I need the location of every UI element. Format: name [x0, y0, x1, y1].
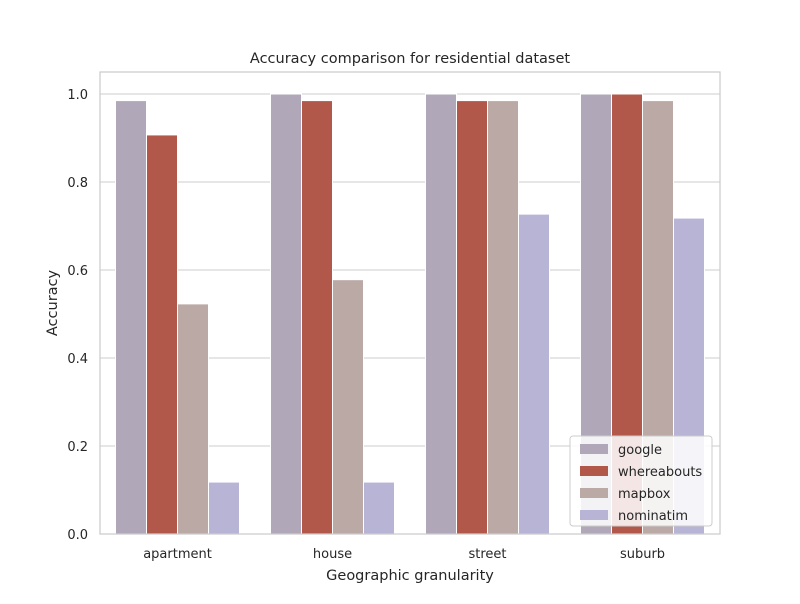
chart-title: Accuracy comparison for residential data… — [250, 51, 570, 67]
legend-swatch-google — [580, 444, 608, 454]
bar-mapbox-house — [332, 279, 364, 535]
bar-whereabouts-street — [456, 100, 488, 535]
legend-label-mapbox: mapbox — [618, 487, 671, 502]
legend-box — [569, 435, 713, 527]
legend-swatch-nominatim — [580, 510, 608, 520]
bar-whereabouts-apartment — [146, 134, 178, 535]
x-tick-label: apartment — [143, 547, 212, 562]
bar-google-apartment — [115, 100, 147, 535]
y-axis-label: Accuracy — [45, 269, 61, 336]
y-tick-label: 0.6 — [67, 264, 88, 279]
bar-nominatim-house — [363, 481, 395, 535]
bar-mapbox-apartment — [177, 303, 209, 535]
bar-mapbox-street — [487, 100, 519, 535]
x-tick-label: street — [468, 547, 506, 562]
y-tick-labels: 0.0 0.2 0.4 0.6 0.8 1.0 — [67, 88, 88, 543]
y-tick-label: 0.2 — [67, 440, 88, 455]
legend-swatch-whereabouts — [580, 466, 608, 476]
bar-nominatim-apartment — [208, 481, 240, 535]
legend-label-whereabouts: whereabouts — [618, 465, 702, 480]
legend-swatch-mapbox — [580, 488, 608, 498]
x-tick-labels: apartment house street suburb — [143, 547, 665, 562]
bar-google-street — [425, 93, 457, 535]
legend-label-google: google — [618, 443, 662, 458]
y-tick-label: 1.0 — [67, 88, 88, 103]
bar-whereabouts-house — [301, 100, 333, 535]
plot-frame — [99, 71, 721, 535]
legend: google whereabouts mapbox nominatim — [569, 435, 713, 527]
y-tick-label: 0.0 — [67, 528, 88, 543]
x-axis-label: Geographic granularity — [326, 568, 494, 584]
x-tick-label: house — [313, 547, 352, 562]
bar-nominatim-street — [518, 213, 550, 535]
y-tick-label: 0.4 — [67, 352, 88, 367]
legend-label-nominatim: nominatim — [618, 509, 688, 524]
y-tick-label: 0.8 — [67, 176, 88, 191]
bar-google-house — [270, 93, 302, 535]
x-tick-label: suburb — [620, 547, 665, 562]
